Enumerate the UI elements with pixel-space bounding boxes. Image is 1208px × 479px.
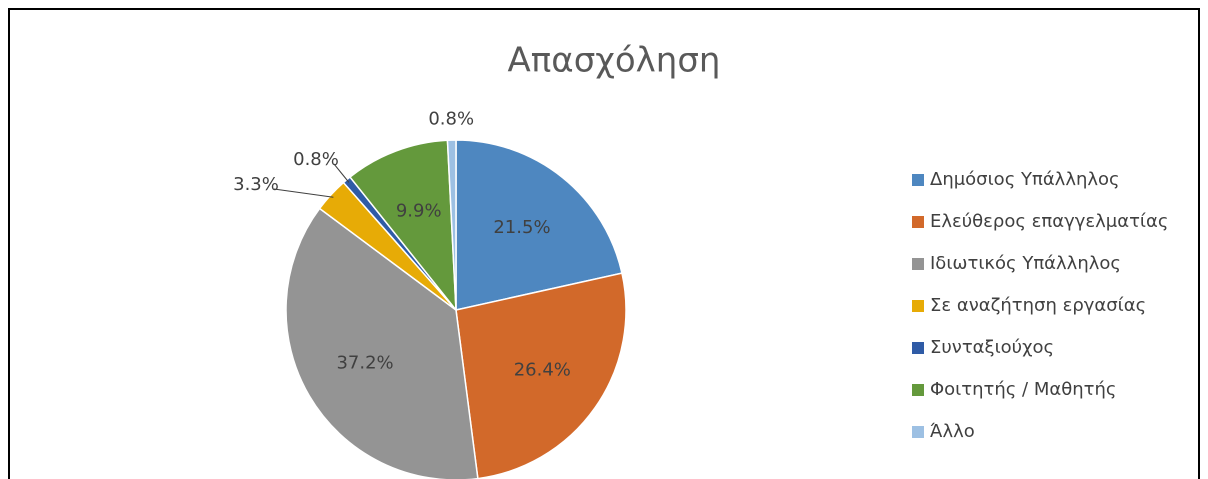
legend-label: Δημόσιος Υπάλληλος (930, 169, 1120, 190)
chart-title: Απασχόληση (508, 41, 721, 81)
legend-swatch (912, 174, 924, 186)
pie-slice (348, 139, 457, 313)
pie-slice (285, 207, 479, 479)
data-label: 3.3% (233, 174, 279, 195)
data-label: 0.8% (293, 149, 339, 170)
leader-line (273, 188, 334, 198)
pie-slice (455, 272, 627, 479)
legend-label: Φοιτητής / Μαθητής (930, 379, 1116, 400)
data-label: 21.5% (493, 217, 550, 238)
data-label: 9.9% (396, 200, 442, 221)
legend-label: Άλλο (930, 421, 975, 442)
legend-swatch (912, 384, 924, 396)
legend-label: Σε αναζήτηση εργασίας (930, 295, 1146, 316)
data-label: 0.8% (428, 109, 474, 130)
legend-label: Ιδιωτικός Υπάλληλος (930, 253, 1121, 274)
data-label: 26.4% (514, 360, 571, 381)
legend-label: Συνταξιούχος (930, 337, 1054, 358)
legend-swatch (912, 216, 924, 228)
chart-frame (8, 8, 1200, 479)
legend-swatch (912, 426, 924, 438)
pie-slice (446, 139, 457, 311)
pie-slice (455, 139, 623, 311)
legend-swatch (912, 342, 924, 354)
legend-label: Ελεύθερος επαγγελματίας (930, 211, 1168, 232)
leader-line (333, 163, 350, 183)
legend-swatch (912, 300, 924, 312)
data-label: 37.2% (336, 352, 393, 373)
legend-swatch (912, 258, 924, 270)
